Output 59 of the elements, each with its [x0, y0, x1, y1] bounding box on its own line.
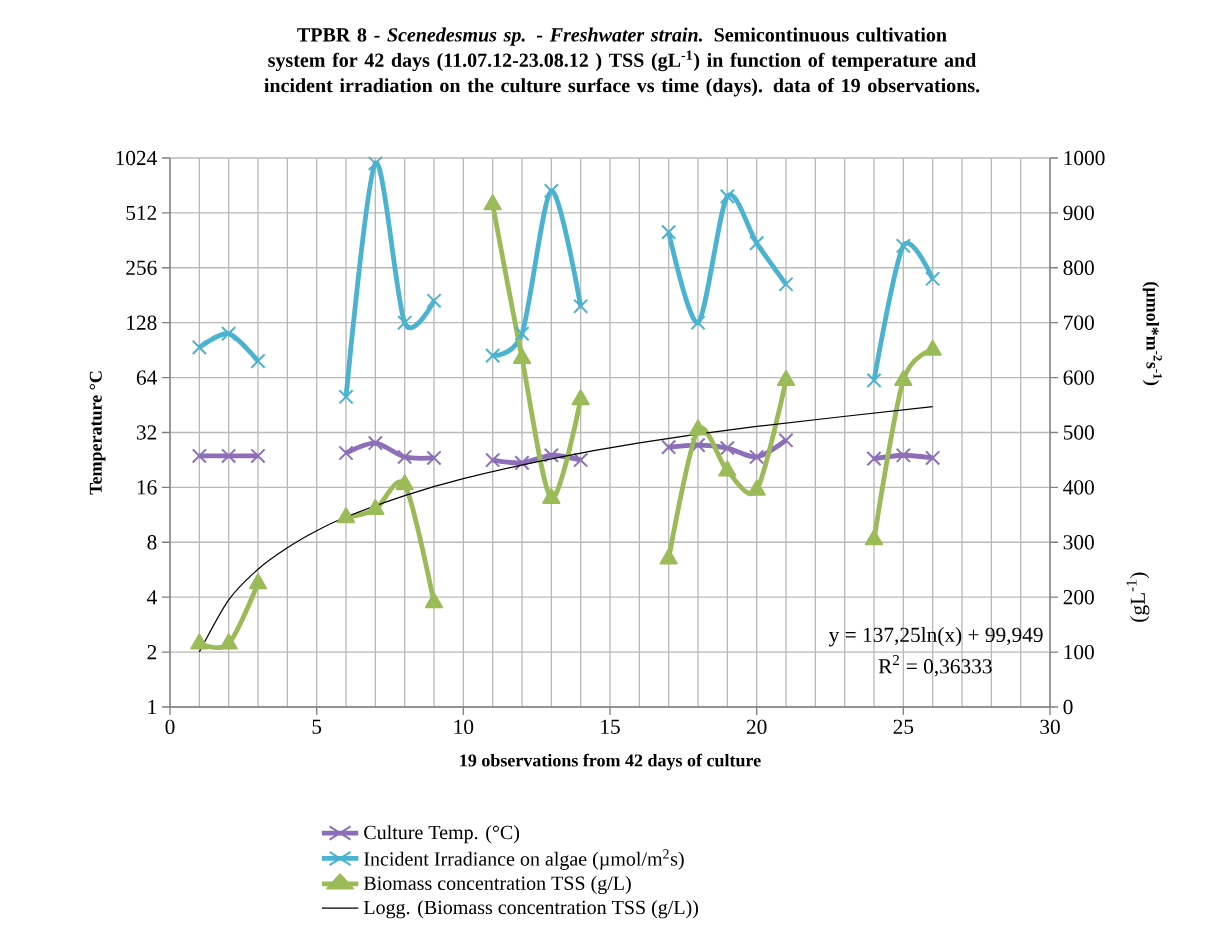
x-tick-label: 15 — [601, 719, 620, 734]
y2-tick-label: 400 — [1063, 480, 1094, 495]
y-tick-label: 32 — [136, 425, 157, 440]
y2-tick-label: 200 — [1063, 590, 1094, 605]
chart-title: TPBR 8 - Scenedesmus sp. - Freshwater strain. Semicontinuous cultivation system for 42 days (11.07.12-23.08.12 ) TSS (gL$^{-1}$) in function of temperature and incident irradiation on the culture surface vs time (days). data of 19 observations. — [264, 27, 980, 97]
point — [191, 448, 207, 464]
point — [397, 449, 413, 465]
point — [338, 445, 354, 461]
y2-axis-title: (µmol*m$^{-2}$s$^{-1}$) — [1142, 282, 1162, 386]
point — [719, 440, 735, 456]
y-tick-label: 64 — [136, 370, 157, 385]
point — [925, 450, 941, 466]
y-tick-label: 16 — [137, 480, 157, 495]
annotation: y = 137,25ln(x) + 99,949 — [828, 627, 1043, 647]
y-tick-label: 128 — [127, 315, 157, 330]
y-tick-label: 1024 — [116, 150, 157, 166]
point — [250, 448, 266, 464]
point — [778, 432, 794, 448]
x-tick-label: 25 — [893, 719, 914, 734]
point — [866, 451, 882, 467]
x-tick-label: 0 — [165, 719, 175, 735]
x-axis-title: 19 observations from 42 days of culture — [460, 753, 761, 771]
point — [661, 439, 677, 455]
y2-tick-label: 700 — [1064, 315, 1094, 330]
y-axis-title: Temperature °C — [89, 371, 106, 495]
x-tick-label: 30 — [1040, 719, 1060, 735]
y2-tick-label: 600 — [1063, 370, 1094, 385]
legend-label: Logg. (Biomass concentration TSS (g/L)) — [363, 900, 698, 919]
legend-label: Culture Temp. (°C) — [364, 825, 520, 844]
point — [690, 437, 706, 453]
point — [221, 448, 237, 464]
point — [543, 447, 559, 463]
y-tick-label: 4 — [147, 590, 157, 605]
y-tick-label: 256 — [126, 260, 157, 275]
x-tick-label: 5 — [312, 719, 322, 734]
x-tick-label: 10 — [454, 719, 474, 735]
legend-label: Incident Irradiance on algae (µmol/m$^{2}$s) — [364, 849, 684, 870]
y2-tick-label: 500 — [1063, 425, 1094, 440]
y2-tick-label: 0 — [1063, 699, 1073, 715]
point — [749, 449, 765, 465]
point — [367, 435, 383, 451]
text: (gL$^{-1}$) — [1126, 572, 1150, 622]
y2-tick-label: 900 — [1063, 205, 1094, 221]
y2-tick-label: 1000 — [1064, 150, 1105, 166]
y-tick-label: 1 — [148, 699, 157, 715]
legend-label: Biomass concentration TSS (g/L) — [363, 875, 631, 895]
point — [514, 455, 530, 471]
y2-tick-label: 800 — [1063, 260, 1094, 275]
x-tick-label: 20 — [746, 719, 767, 735]
point — [895, 447, 911, 463]
y2-tick-label: 300 — [1063, 535, 1094, 550]
annotation: R$^{2}$ = 0,36333 — [878, 655, 992, 677]
y-tick-label: 8 — [147, 535, 157, 550]
y-tick-label: 2 — [147, 645, 157, 660]
point — [485, 452, 501, 468]
y2-tick-label: 100 — [1064, 644, 1094, 660]
point — [573, 452, 589, 468]
y-tick-label: 512 — [126, 205, 157, 221]
point — [426, 450, 442, 466]
